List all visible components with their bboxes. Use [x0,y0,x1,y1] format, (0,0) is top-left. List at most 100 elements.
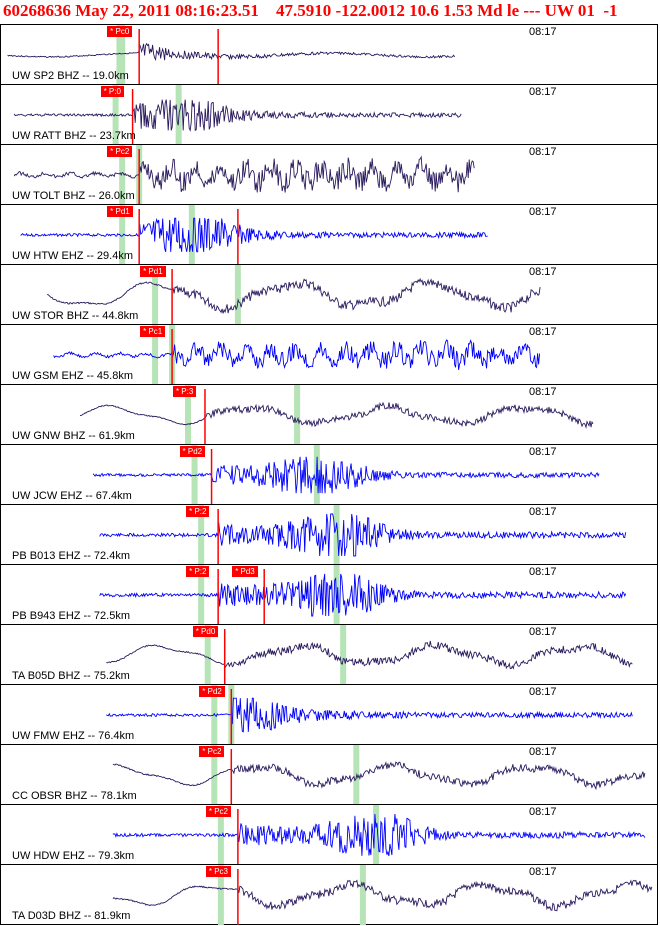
coda-window-peak [116,25,123,85]
seismic-trace [13,155,475,193]
seismogram-panel: * Pd2 08:17 UW JCW EHZ -- 67.4km [0,444,658,505]
coda-window-start [119,205,126,265]
seismic-trace [112,761,646,791]
coda-window-peak [333,505,340,565]
pick-tag[interactable]: * Pd3 [232,566,258,577]
seismic-trace [47,277,541,314]
coda-window-start [217,865,224,925]
pick-tag[interactable]: * Pc1 [140,326,166,337]
event-trailing: -1 [603,1,618,20]
pick-tag[interactable]: * Pc2 [199,746,225,757]
time-tick-label: 08:17 [529,866,557,878]
trace-plot [13,85,462,145]
seismogram-panel: * Pd1 08:17 UW STOR BHZ -- 44.8km [0,264,658,325]
seismic-trace [20,217,488,253]
station-label: UW RATT BHZ -- 23.7km [12,130,136,142]
event-magnitude: 1.53 Md le [443,1,520,20]
trace-plot [92,445,600,505]
trace-plot [20,205,488,265]
event-network-version: UW 01 [544,1,595,20]
seismogram-panel: * Pc1 08:17 UW GSM EHZ -- 45.8km [0,324,658,385]
station-label: UW SP2 BHZ -- 19.0km [12,70,129,82]
time-tick-label: 08:17 [529,806,557,818]
coda-window-start [204,625,211,685]
coda-window-peak [340,625,347,685]
time-tick-label: 08:17 [529,266,557,278]
trace-plot [99,505,627,565]
coda-window-peak [188,205,195,265]
pick-tag[interactable]: * P:3 [172,386,197,397]
station-label: TA B05D BHZ -- 75.2km [12,670,130,682]
station-label: UW HTW EHZ -- 29.4km [12,250,133,262]
seismogram-panel: * Pd1 08:17 UW HTW EHZ -- 29.4km [0,204,658,265]
time-tick-label: 08:17 [529,626,557,638]
seismic-trace [13,99,462,132]
pick-tag[interactable]: * Pd2 [199,686,225,697]
trace-plot [79,385,594,445]
pick-tag[interactable]: * Pc3 [205,866,231,877]
seismic-trace [7,42,455,61]
seismogram-panel: * Pd0 08:17 TA B05D BHZ -- 75.2km [0,624,658,685]
pick-tag[interactable]: * Pd1 [107,206,133,217]
coda-window-peak [359,865,366,925]
time-tick-label: 08:17 [529,386,557,398]
event-depth: 10.6 [409,1,439,20]
time-tick-label: 08:17 [529,326,557,338]
pick-tag[interactable]: * P:0 [100,86,124,97]
event-lat: 47.5910 [275,1,332,20]
seismic-trace [106,640,633,670]
coda-window-peak [353,745,360,805]
pick-tag[interactable]: * Pd1 [140,266,166,277]
seismic-trace [112,813,646,857]
coda-window-start [119,145,126,205]
coda-window-start [211,685,218,745]
station-label: PB B943 EHZ -- 72.5km [12,610,130,622]
seismogram-panel: * P:2 * Pd3 08:17 PB B943 EHZ -- 72.5km [0,564,658,625]
trace-plot [112,805,646,865]
station-label: CC OBSR BHZ -- 78.1km [12,790,137,802]
pick-tag[interactable]: * Pc2 [107,146,133,157]
station-label: UW STOR BHZ -- 44.8km [12,310,139,322]
pick-tag[interactable]: * Pc2 [205,806,231,817]
seismic-trace [99,573,627,617]
coda-window-start [152,325,159,385]
time-tick-label: 08:17 [529,506,557,518]
trace-plot [53,325,541,385]
event-id: 60268636 [3,1,71,20]
event-dashes: --- [523,1,541,20]
time-tick-label: 08:17 [529,446,557,458]
trace-plot [13,145,475,205]
time-tick-label: 08:17 [529,146,557,158]
station-label: TA D03D BHZ -- 81.9km [12,910,131,922]
seismic-trace [106,697,633,733]
event-header: 60268636 May 22, 2011 08:16:23.51 47.591… [0,0,660,24]
coda-window-start [152,265,159,325]
coda-window-start [211,745,218,805]
pick-tag[interactable]: * Pd0 [192,626,219,637]
seismic-trace [53,339,541,370]
trace-plot [106,685,633,745]
pick-tag[interactable]: * P:2 [186,506,210,517]
station-label: UW TOLT BHZ -- 26.0km [12,190,135,202]
seismic-trace [79,401,594,429]
seismogram-panel: * Pc3 08:17 TA D03D BHZ -- 81.9km [0,864,658,925]
pick-tag[interactable]: * Pc0 [107,26,133,37]
event-lon: -122.0012 [335,1,405,20]
seismogram-panel: * Pc2 08:17 UW HDW EHZ -- 79.3km [0,804,658,865]
time-tick-label: 08:17 [529,26,557,38]
time-tick-label: 08:17 [529,566,557,578]
seismogram-panel: * Pc2 08:17 CC OBSR BHZ -- 78.1km [0,744,658,805]
trace-plot [112,865,653,925]
coda-window-start [184,385,191,445]
trace-plot [7,25,455,85]
pick-tag[interactable]: * P:2 [186,566,210,577]
time-tick-label: 08:17 [529,86,557,98]
time-tick-label: 08:17 [529,686,557,698]
time-tick-label: 08:17 [529,206,557,218]
pick-tag[interactable]: * Pd2 [179,446,206,457]
coda-window-start [191,445,198,505]
event-datetime: May 22, 2011 08:16:23.51 [75,1,259,20]
event-summary: 60268636 May 22, 2011 08:16:23.51 47.591… [3,1,618,21]
trace-plot [99,565,627,625]
seismic-trace [99,513,627,557]
